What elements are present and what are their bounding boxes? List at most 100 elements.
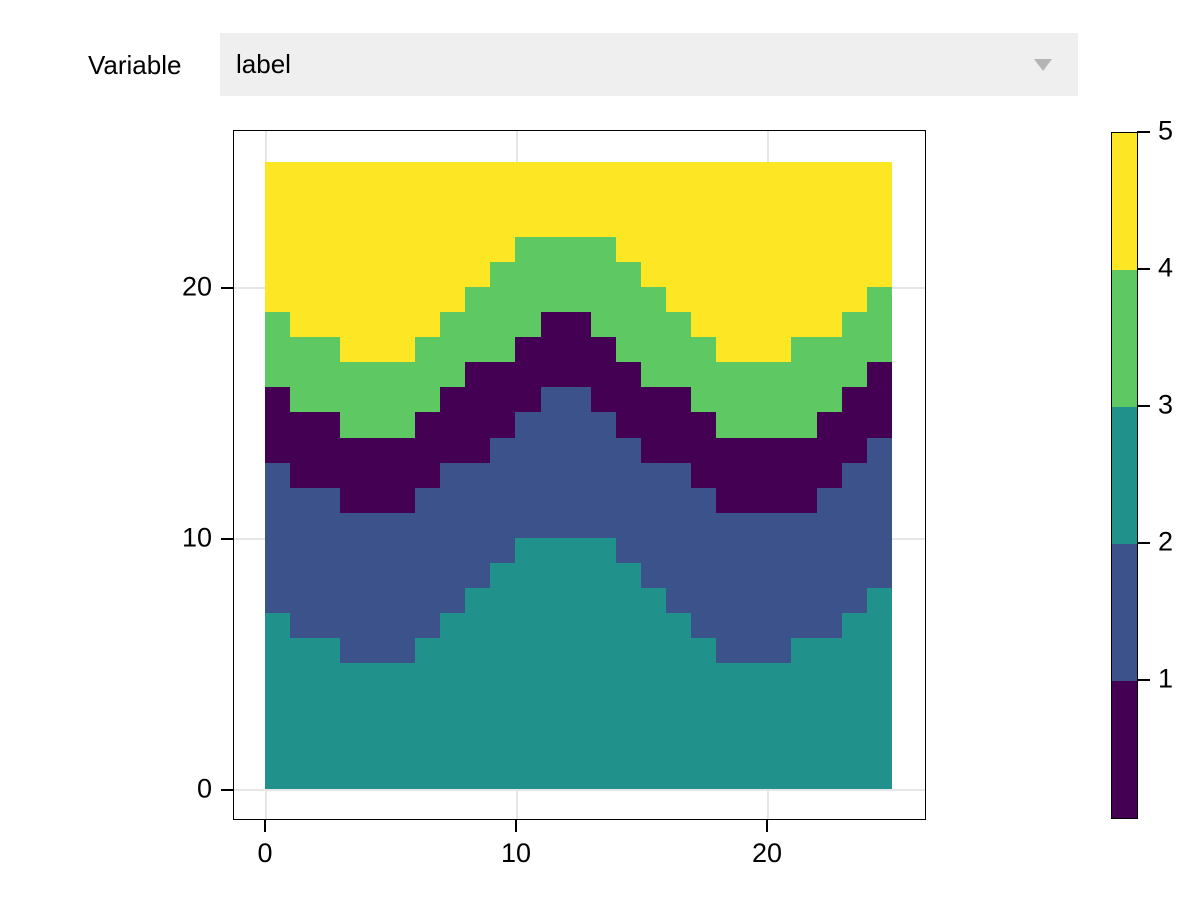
variable-dropdown[interactable]: label	[220, 33, 1078, 96]
heatmap-band-value-1	[440, 387, 466, 463]
heatmap-column-18	[716, 161, 742, 790]
heatmap-band-value-3	[339, 663, 365, 789]
heatmap-band-value-2	[515, 412, 541, 538]
y-tick-label-20: 20	[181, 270, 212, 301]
heatmap-band-value-1	[866, 362, 892, 438]
heatmap-band-value-5	[415, 161, 441, 338]
heatmap-band-value-1	[816, 412, 842, 488]
heatmap-band-value-4	[590, 236, 616, 338]
heatmap-column-14	[615, 161, 641, 790]
heatmap-band-value-4	[716, 362, 742, 438]
heatmap-band-value-3	[264, 613, 290, 789]
heatmap-band-value-4	[766, 362, 792, 438]
heatmap-band-value-3	[841, 613, 867, 789]
heatmap-band-value-3	[465, 588, 491, 789]
heatmap-band-value-1	[540, 312, 566, 388]
heatmap-column-8	[465, 161, 491, 790]
heatmap-band-value-4	[565, 236, 591, 313]
heatmap-column-4	[364, 161, 390, 790]
heatmap-band-value-4	[691, 337, 717, 413]
heatmap-column-20	[766, 161, 792, 790]
y-tick-10	[221, 537, 233, 540]
heatmap-band-value-2	[465, 462, 491, 589]
colorbar-tick-3	[1137, 405, 1150, 407]
heatmap-column-15	[640, 161, 666, 790]
colorbar-segment-5	[1112, 133, 1137, 270]
x-tick-label-10: 10	[500, 838, 532, 868]
heatmap-band-value-3	[615, 563, 641, 789]
colorbar-tick-1	[1137, 679, 1150, 681]
heatmap-column-5	[389, 161, 416, 790]
heatmap-column-17	[691, 161, 717, 790]
heatmap-band-value-4	[741, 362, 767, 438]
heatmap-band-value-1	[640, 387, 666, 463]
heatmap-band-value-5	[816, 161, 842, 338]
dropdown-selected-value: label	[236, 49, 291, 79]
x-tick-label-20: 20	[751, 838, 783, 868]
heatmap-column-24	[866, 161, 892, 790]
heatmap-band-value-2	[540, 387, 566, 538]
heatmap-band-value-5	[465, 161, 491, 287]
heatmap-band-value-4	[515, 236, 541, 338]
heatmap-band-value-3	[866, 588, 892, 789]
colorbar	[1111, 132, 1138, 819]
x-tick-0	[264, 820, 266, 832]
heatmap-band-value-5	[440, 161, 466, 313]
heatmap-band-value-2	[389, 512, 416, 664]
heatmap-column-19	[741, 161, 767, 790]
heatmap-column-16	[666, 161, 692, 790]
heatmap-band-value-1	[415, 412, 441, 488]
heatmap-band-value-1	[490, 362, 516, 438]
heatmap-band-value-1	[264, 387, 290, 463]
chevron-down-icon	[1034, 58, 1052, 71]
heatmap-band-value-2	[716, 512, 742, 664]
heatmap-band-value-4	[816, 337, 842, 413]
heatmap-band-value-1	[590, 337, 616, 413]
heatmap-band-value-4	[314, 337, 340, 413]
heatmap-column-1	[289, 161, 315, 790]
heatmap	[264, 161, 893, 790]
heatmap-band-value-2	[841, 462, 867, 614]
x-tick-20	[766, 820, 768, 832]
colorbar-tick-label-1: 1	[1158, 663, 1174, 694]
heatmap-band-value-2	[766, 512, 792, 664]
heatmap-band-value-3	[816, 638, 842, 789]
heatmap-band-value-1	[615, 362, 641, 438]
heatmap-band-value-1	[666, 387, 692, 463]
plot-area	[233, 130, 926, 820]
heatmap-band-value-4	[791, 337, 817, 438]
heatmap-band-value-4	[364, 362, 390, 438]
heatmap-band-value-4	[264, 312, 290, 388]
heatmap-band-value-5	[540, 161, 566, 237]
heatmap-band-value-4	[289, 337, 315, 413]
colorbar-tick-2	[1137, 542, 1150, 544]
heatmap-band-value-1	[289, 412, 315, 488]
heatmap-band-value-2	[791, 512, 817, 639]
colorbar-tick-4	[1137, 268, 1150, 270]
heatmap-column-11	[540, 161, 566, 790]
heatmap-band-value-1	[691, 412, 717, 488]
heatmap-band-value-4	[640, 287, 666, 388]
heatmap-band-value-2	[590, 412, 616, 538]
heatmap-band-value-5	[289, 161, 315, 338]
heatmap-band-value-2	[264, 462, 290, 614]
heatmap-band-value-2	[415, 487, 441, 639]
heatmap-band-value-4	[339, 362, 365, 438]
heatmap-band-value-3	[590, 537, 616, 789]
heatmap-band-value-1	[339, 437, 365, 513]
heatmap-band-value-2	[314, 487, 340, 639]
heatmap-band-value-5	[791, 161, 817, 338]
heatmap-band-value-1	[766, 437, 792, 513]
colorbar-segment-3	[1112, 407, 1137, 544]
heatmap-band-value-5	[615, 161, 641, 262]
heatmap-band-value-1	[841, 387, 867, 463]
heatmap-column-21	[791, 161, 817, 790]
heatmap-band-value-3	[640, 588, 666, 789]
heatmap-column-0	[264, 161, 290, 790]
variable-label: Variable	[88, 50, 182, 80]
heatmap-band-value-5	[766, 161, 792, 363]
heatmap-band-value-5	[264, 161, 290, 313]
heatmap-band-value-1	[314, 412, 340, 488]
heatmap-band-value-4	[540, 236, 566, 313]
colorbar-tick-5	[1137, 131, 1150, 133]
